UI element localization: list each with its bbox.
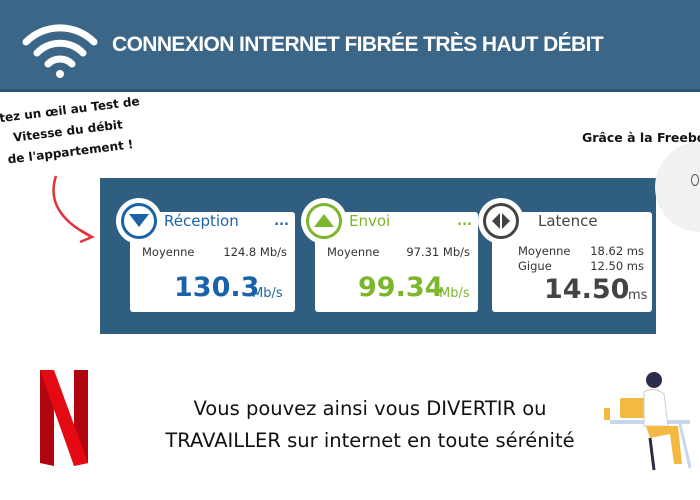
upload-icon [306, 203, 342, 239]
reception-value: 130.3 [174, 272, 260, 303]
avg-label: Moyenne [142, 245, 195, 259]
latence-label: Latence [538, 212, 598, 230]
avg-value: 124.8 Mb/s [223, 245, 287, 259]
latence-value: 14.50 [544, 274, 630, 305]
avg-value: 18.62 ms [590, 244, 644, 258]
avg-label: Moyenne [518, 244, 571, 258]
netflix-logo [40, 370, 88, 466]
jitter-label: Gigue [518, 259, 552, 273]
freebox-image [655, 142, 700, 232]
download-icon [121, 203, 157, 239]
woman-working-illustration [604, 372, 692, 471]
latence-card: Latence Moyenne 18.62 ms Gigue 12.50 ms 14… [478, 198, 652, 312]
reception-card: Réception ... Moyenne 124.8 Mb/s 130.3 Mb… [116, 198, 295, 312]
header-banner: CONNEXION INTERNET FIBRÉE TRÈS HAUT DÉBI… [0, 0, 700, 92]
envoi-label: Envoi [349, 212, 391, 230]
reception-unit: Mb/s [252, 286, 283, 301]
avg-value: 97.31 Mb/s [406, 245, 470, 259]
envoi-card: Envoi ... Moyenne 97.31 Mb/s 99.34 Mb/s [301, 198, 478, 312]
more-button[interactable]: ... [457, 214, 472, 229]
reception-label: Réception [164, 212, 239, 230]
page-title: CONNEXION INTERNET FIBRÉE TRÈS HAUT DÉBI… [112, 33, 604, 56]
footer-line: Vous pouvez ainsi vous DIVERTIR ou [193, 397, 547, 420]
more-button[interactable]: ... [274, 214, 289, 229]
latency-icon [483, 203, 519, 239]
envoi-unit: Mb/s [439, 286, 470, 301]
jitter-value: 12.50 ms [590, 259, 644, 273]
avg-label: Moyenne [327, 245, 380, 259]
latence-unit: ms [628, 288, 648, 303]
red-arrow-icon [52, 175, 95, 244]
speedtest-note: etez un œil au Test de Vitesse du débit … [0, 90, 151, 172]
speedtest-panel: Réception ... Moyenne 124.8 Mb/s 130.3 Mb… [100, 178, 656, 334]
footer-line: TRAVAILLER sur internet en toute sérénit… [165, 429, 575, 452]
envoi-value: 99.34 [358, 272, 444, 303]
wifi-icon [22, 24, 98, 78]
freebox-caption: Grâce à la Freebo [582, 130, 700, 145]
footer-message: Vous pouvez ainsi vous DIVERTIR ou TRAVA… [110, 393, 630, 457]
